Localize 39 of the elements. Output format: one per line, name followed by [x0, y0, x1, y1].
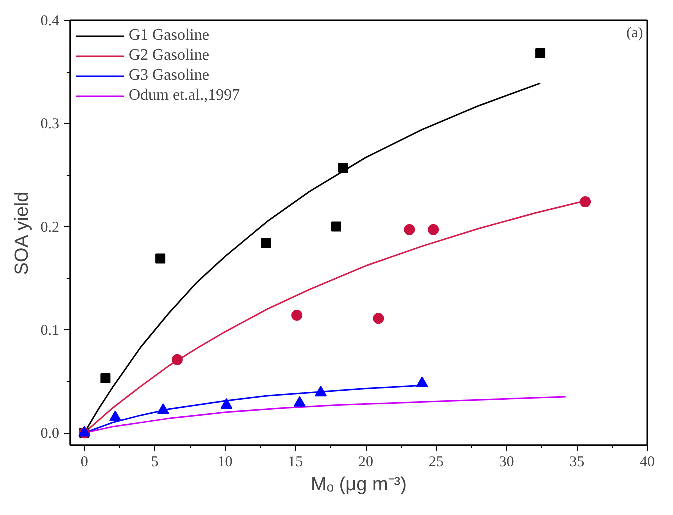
point [261, 238, 272, 248]
point [156, 254, 166, 264]
x-tick-label: 20 [358, 454, 374, 470]
point [338, 163, 349, 174]
point [110, 410, 122, 422]
y-tick-label: 0.1 [40, 322, 60, 339]
legend-label: G2 Gasoline [129, 47, 210, 65]
legend-label: G3 Gasoline [129, 67, 210, 85]
x-tick-label: 40 [640, 454, 655, 470]
point [331, 222, 342, 232]
x-tick-label: 15 [288, 454, 304, 470]
x-tick-label: 25 [428, 454, 444, 470]
y-tick-label: 0.4 [40, 14, 60, 30]
x-tick-label: 10 [218, 454, 233, 470]
point [580, 196, 592, 208]
point [157, 404, 170, 414]
point [315, 386, 327, 397]
x-tick-label: 5 [151, 454, 159, 470]
point [292, 310, 303, 322]
y-axis-title: SOA yield [12, 192, 33, 276]
x-tick-label: 35 [570, 454, 585, 470]
x-tick-label: 0 [80, 454, 88, 470]
annotation: (a) [626, 26, 644, 42]
legend-label: Odum et.al.,1997 [129, 87, 240, 105]
point [294, 396, 306, 407]
y-tick-label: 0.3 [40, 116, 60, 133]
point [536, 48, 546, 59]
y-tick-label: 0.0 [40, 426, 60, 442]
point [373, 313, 384, 324]
point [416, 376, 428, 388]
point [172, 354, 183, 366]
legend-label: G1 Gasoline [129, 27, 210, 45]
y-tick-label: 0.2 [40, 220, 60, 236]
point [100, 373, 111, 384]
point [404, 224, 416, 236]
x-tick-label: 30 [499, 454, 514, 470]
point [220, 398, 233, 409]
point [428, 224, 440, 236]
x-axis-title: Mₒ (μg m⁻³) [311, 474, 407, 496]
